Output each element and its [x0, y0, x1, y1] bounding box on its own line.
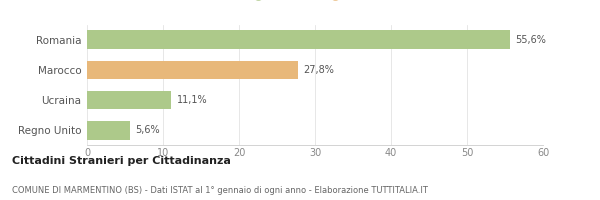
Text: 27,8%: 27,8% [304, 65, 334, 75]
Text: 55,6%: 55,6% [515, 35, 546, 45]
Text: 5,6%: 5,6% [135, 125, 160, 135]
Bar [87, 61, 298, 79]
Legend: Europa, Africa: Europa, Africa [243, 0, 387, 4]
Bar [87, 30, 509, 49]
Bar [87, 121, 130, 140]
Text: Cittadini Stranieri per Cittadinanza: Cittadini Stranieri per Cittadinanza [12, 156, 231, 166]
Text: COMUNE DI MARMENTINO (BS) - Dati ISTAT al 1° gennaio di ogni anno - Elaborazione: COMUNE DI MARMENTINO (BS) - Dati ISTAT a… [12, 186, 428, 195]
Text: 11,1%: 11,1% [176, 95, 208, 105]
Bar [87, 91, 172, 109]
